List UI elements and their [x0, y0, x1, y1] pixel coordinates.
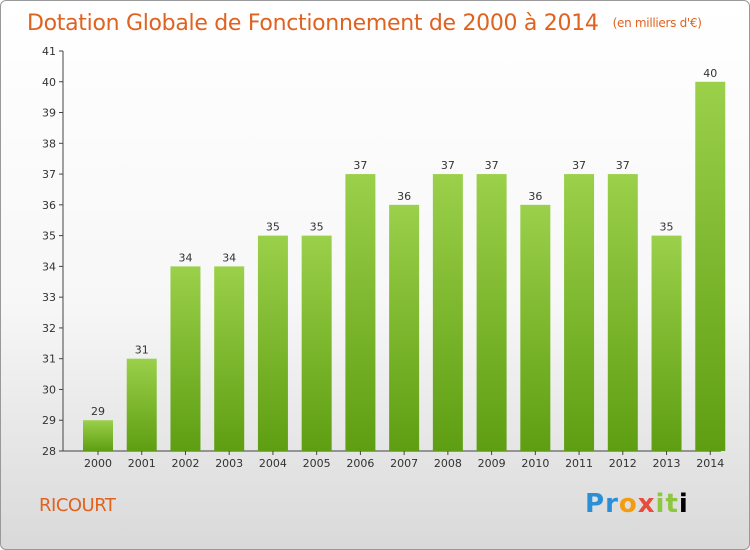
commune-name: RICOURT	[39, 495, 116, 516]
x-tick-label: 2014	[696, 457, 724, 470]
y-tick-label: 36	[42, 199, 56, 212]
x-tick-label: 2012	[609, 457, 637, 470]
bar-2010	[520, 204, 551, 451]
data-label: 37	[616, 159, 630, 172]
bar-2013	[651, 235, 682, 451]
data-label: 35	[266, 221, 280, 234]
bar-2005	[301, 235, 332, 451]
bar-2014	[695, 81, 726, 452]
x-tick-label: 2011	[565, 457, 593, 470]
data-label: 37	[353, 159, 367, 172]
data-label: 37	[572, 159, 586, 172]
data-label: 40	[703, 67, 717, 80]
bar-2011	[564, 174, 595, 452]
data-label: 29	[91, 405, 105, 418]
y-tick-label: 41	[42, 45, 56, 58]
y-tick-label: 32	[42, 322, 56, 335]
y-tick-label: 37	[42, 168, 56, 181]
bar-2000	[83, 420, 113, 451]
y-tick-label: 33	[42, 291, 56, 304]
x-tick-label: 2006	[346, 457, 374, 470]
bar-2007	[389, 204, 420, 451]
data-label: 35	[310, 221, 324, 234]
x-tick-label: 2000	[84, 457, 112, 470]
data-label: 36	[528, 190, 542, 203]
bar-2009	[476, 174, 507, 452]
bar-2002	[170, 266, 201, 451]
chart-subtitle: (en milliers d'€)	[612, 16, 702, 30]
bar-2001	[126, 358, 157, 451]
y-tick-label: 34	[42, 260, 56, 273]
y-tick-label: 39	[42, 107, 56, 120]
x-tick-label: 2013	[653, 457, 681, 470]
data-label: 31	[135, 344, 149, 357]
x-tick-label: 2008	[434, 457, 462, 470]
y-tick-label: 35	[42, 230, 56, 243]
x-tick-label: 2001	[128, 457, 156, 470]
x-tick-label: 2010	[521, 457, 549, 470]
data-label: 34	[178, 251, 192, 264]
y-tick-label: 30	[42, 383, 56, 396]
x-tick-label: 2003	[215, 457, 243, 470]
data-label: 37	[485, 159, 499, 172]
bar-2006	[345, 174, 376, 452]
x-tick-label: 2009	[478, 457, 506, 470]
data-label: 36	[397, 190, 411, 203]
x-tick-label: 2002	[171, 457, 199, 470]
x-tick-label: 2004	[259, 457, 287, 470]
bar-2008	[432, 174, 463, 452]
bar-2012	[607, 174, 638, 452]
data-label: 37	[441, 159, 455, 172]
y-tick-label: 28	[42, 445, 56, 458]
x-tick-label: 2005	[303, 457, 331, 470]
y-tick-label: 38	[42, 137, 56, 150]
x-tick-label: 2007	[390, 457, 418, 470]
bar-2003	[214, 266, 245, 451]
y-tick-label: 31	[42, 353, 56, 366]
chart-title: Dotation Globale de Fonctionnement de 20…	[27, 11, 702, 36]
bar-2004	[257, 235, 288, 451]
y-tick-label: 40	[42, 76, 56, 89]
y-tick-label: 29	[42, 414, 56, 427]
data-label: 34	[222, 251, 236, 264]
proxiti-logo[interactable]: Proxiti	[585, 489, 689, 519]
data-label: 35	[660, 221, 674, 234]
